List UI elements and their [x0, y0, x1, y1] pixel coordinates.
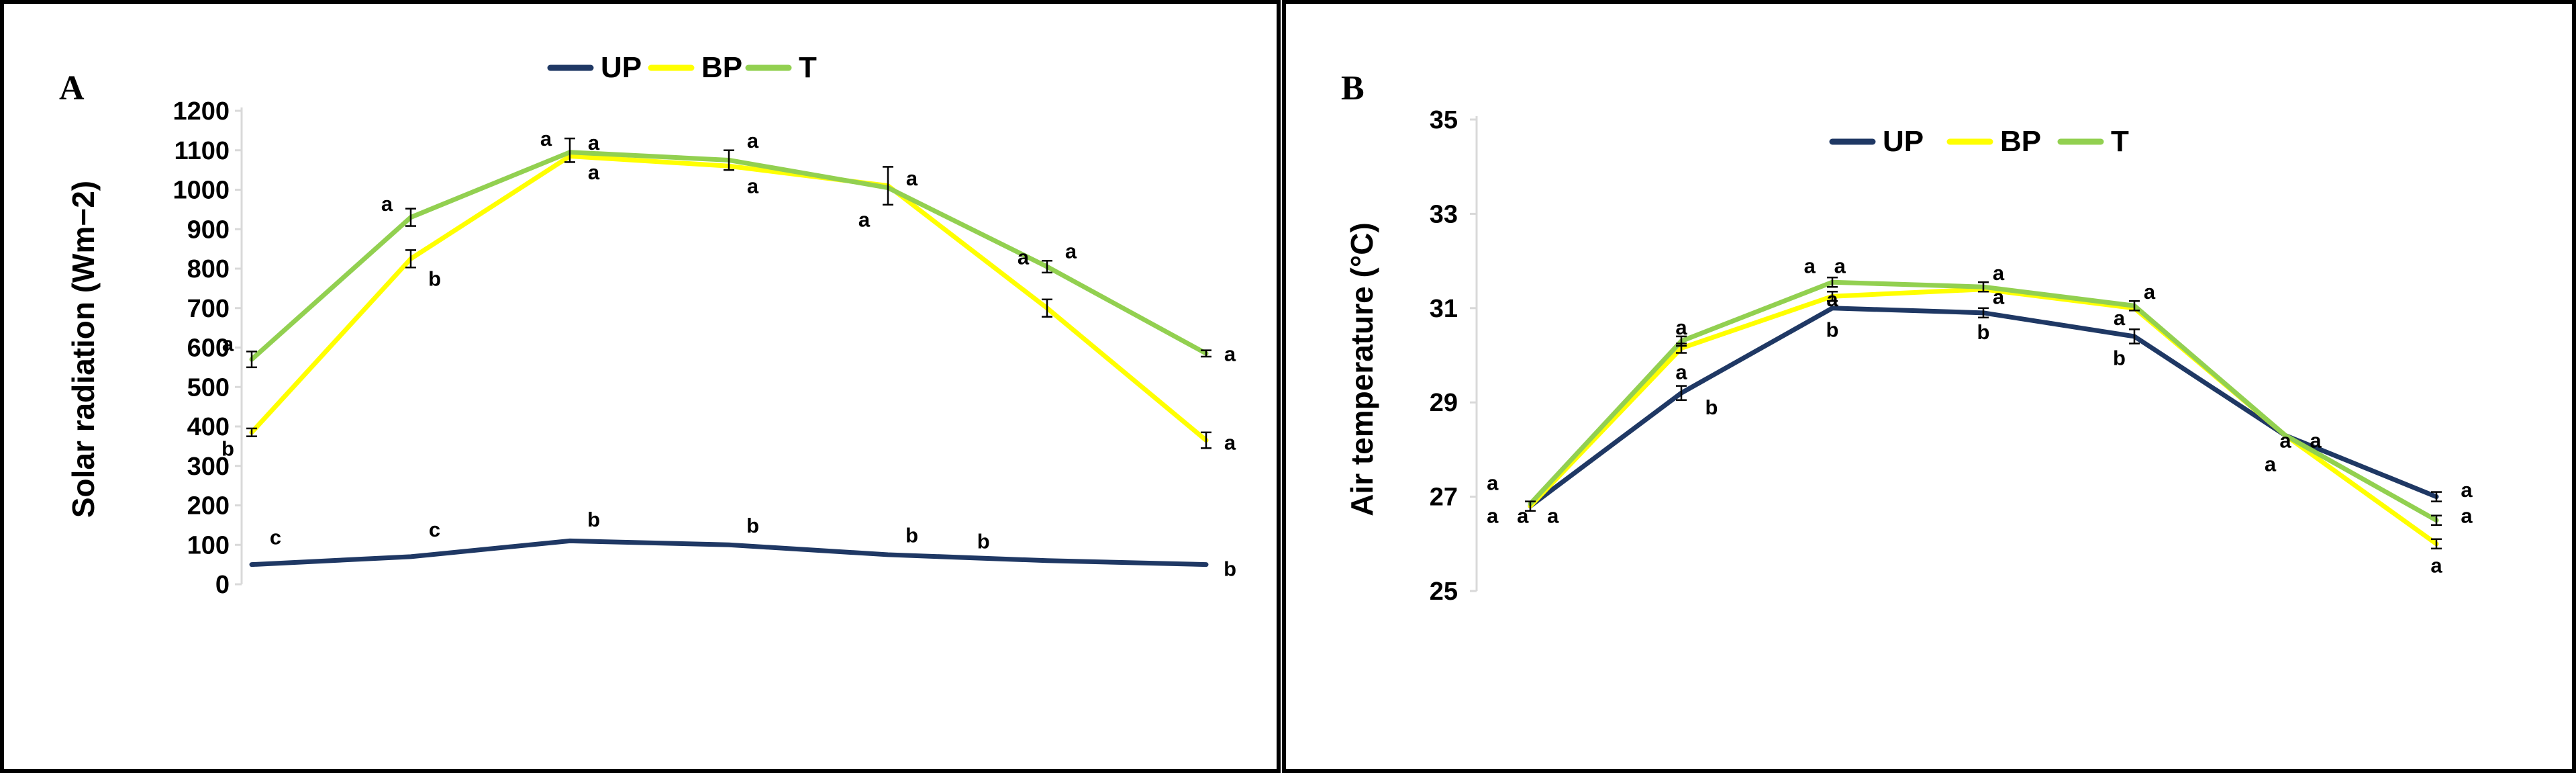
panel-b-letter: B: [1341, 69, 1365, 107]
panel-b-y-tick-label: 31: [1430, 295, 1458, 323]
panel-a-significance-letter: a: [1018, 245, 1030, 269]
panel-a-series-line-up: [249, 538, 1209, 567]
panel-b-significance-letter: a: [2310, 428, 2322, 452]
panel-a-y-tick-label: 1200: [172, 97, 230, 126]
panel-b-y-axis-title: Air temperature (°C): [1344, 222, 1379, 516]
panel-b-significance-letter: a: [2279, 428, 2291, 452]
panel-b-significance-letter: a: [1804, 255, 1816, 278]
panel-a-series-line-t: [249, 150, 1209, 362]
panel-a-y-tick-label: 600: [187, 334, 230, 363]
panel-a-y-tick-label: 300: [187, 453, 230, 481]
panel-b-significance-letter: a: [1675, 361, 1687, 384]
panel-a-significance-letter: a: [1224, 342, 1236, 365]
panel-b-significance-letter: a: [1675, 316, 1687, 339]
panel-b-significance-letter: a: [2144, 280, 2156, 304]
panel-a-y-tick-label: 1000: [172, 177, 230, 205]
panel-a-series-line-bp: [249, 154, 1209, 443]
panel-a-frame: [0, 0, 1281, 773]
panel-a-significance-letter: b: [428, 267, 441, 291]
panel-a-significance-letter: a: [381, 192, 393, 216]
panel-b-significance-letter: a: [1547, 504, 1559, 528]
panel-b: B Air temperature (°C) 25 27 29 31 33 35 a a a a a…: [1282, 0, 2576, 773]
panel-a-y-tick-label: 700: [187, 295, 230, 323]
panel-b-significance-letter: a: [2430, 553, 2442, 577]
panel-b-legend-label-t: T: [2111, 125, 2129, 158]
panel-a-significance-letter: a: [1224, 431, 1236, 455]
panel-b-significance-letter: a: [1993, 285, 2005, 308]
panel-a-significance-letter: b: [587, 508, 600, 531]
panel-b-legend-label-bp: BP: [2000, 125, 2041, 158]
panel-a-significance-letter: a: [1065, 240, 1077, 263]
panel-a-legend-label-bp: BP: [701, 51, 742, 84]
panel-a-significance-letter: a: [747, 175, 759, 198]
panel-b-y-tick-label: 27: [1430, 484, 1458, 512]
panel-a-y-axis-title: Solar radiation (Wm−2): [66, 181, 101, 518]
panel-a-significance-letter: b: [905, 524, 918, 547]
panel-a-y-tick-label: 200: [187, 492, 230, 520]
panel-a-y-tick-label: 900: [187, 216, 230, 244]
panel-b-significance-letter: a: [2461, 504, 2473, 528]
panel-b-significance-letter: a: [1993, 261, 2005, 285]
panel-b-significance-letter: a: [1826, 287, 1838, 311]
panel-a-significance-letter: b: [977, 529, 990, 553]
panel-a-significance-letter: a: [588, 161, 600, 184]
panel-a-legend-label-up: UP: [601, 51, 642, 84]
panel-b-legend-label-up: UP: [1883, 125, 1924, 158]
panel-b-significance-letter: b: [1826, 318, 1839, 341]
panel-a-significance-letter: a: [222, 332, 234, 356]
panel-a: A Solar radiation (Wm−2) 0 100 200 300 400 50…: [0, 0, 1282, 773]
panel-a-y-tick-label: 500: [187, 373, 230, 402]
panel-a-significance-letter: b: [1224, 557, 1236, 581]
panel-a-significance-letter: a: [588, 131, 600, 154]
chart-a-svg: A Solar radiation (Wm−2) 0 100 200 300 400 50…: [0, 0, 1281, 773]
panel-b-significance-letter: a: [1487, 504, 1499, 528]
panel-b-significance-letter: a: [2461, 478, 2473, 502]
panel-b-frame: [1282, 0, 2576, 773]
panel-a-significance-letter: b: [746, 514, 759, 537]
panel-a-significance-letter: b: [221, 437, 234, 460]
panel-a-significance-letter: a: [858, 208, 871, 232]
panel-a-y-tick-label: 800: [187, 255, 230, 283]
panel-a-y-tick-label: 100: [187, 531, 230, 559]
panel-a-y-tick-label: 400: [187, 413, 230, 441]
panel-b-significance-letter: a: [1517, 504, 1529, 528]
panel-b-y-tick-label: 25: [1430, 578, 1458, 606]
panel-b-y-tick-label: 33: [1430, 200, 1458, 228]
panel-b-significance-letter: a: [2114, 306, 2126, 330]
panel-a-significance-letter: a: [540, 127, 552, 150]
panel-a-significance-letter: c: [270, 526, 281, 549]
panel-a-significance-letter: a: [747, 129, 759, 152]
panel-b-significance-letter: a: [1487, 471, 1499, 495]
panel-b-y-tick-label: 35: [1430, 106, 1458, 134]
panel-b-significance-letter: b: [1977, 320, 1990, 344]
panel-a-y-tick-label: 1100: [175, 137, 230, 165]
panel-b-significance-letter: b: [2113, 347, 2126, 370]
panel-a-significance-letter: a: [906, 167, 918, 190]
panel-a-significance-letter: c: [429, 518, 440, 541]
panel-b-significance-letter: a: [1834, 255, 1846, 278]
panel-b-y-tick-label: 29: [1430, 389, 1458, 417]
panel-a-legend-label-t: T: [799, 51, 817, 84]
panel-b-significance-letter: a: [2265, 452, 2277, 475]
panel-a-letter: A: [59, 69, 85, 107]
panel-a-y-tick-label: 0: [215, 571, 230, 599]
panel-b-significance-letter: b: [1705, 396, 1718, 419]
